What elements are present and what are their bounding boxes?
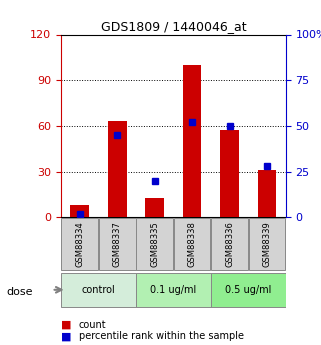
Text: percentile rank within the sample: percentile rank within the sample	[79, 332, 244, 341]
Text: dose: dose	[6, 287, 33, 296]
Text: GSM88335: GSM88335	[150, 221, 159, 267]
Bar	[61, 218, 98, 270]
Bar	[99, 218, 135, 270]
Text: control: control	[82, 285, 115, 295]
Bar	[108, 121, 126, 217]
Bar	[136, 273, 211, 307]
Text: GSM88336: GSM88336	[225, 221, 234, 267]
Text: 0.1 ug/ml: 0.1 ug/ml	[150, 285, 196, 295]
Text: GSM88338: GSM88338	[187, 221, 196, 267]
Title: GDS1809 / 1440046_at: GDS1809 / 1440046_at	[100, 20, 246, 33]
Bar	[70, 205, 89, 217]
Text: GSM88339: GSM88339	[263, 221, 272, 267]
Text: GSM88334: GSM88334	[75, 221, 84, 267]
Text: ■: ■	[61, 320, 72, 330]
Bar	[174, 218, 211, 270]
Text: 0.5 ug/ml: 0.5 ug/ml	[225, 285, 272, 295]
Bar	[257, 170, 276, 217]
Bar	[211, 218, 248, 270]
Bar	[220, 130, 239, 217]
Text: count: count	[79, 320, 106, 330]
Bar	[145, 198, 164, 217]
Bar	[248, 218, 285, 270]
Bar	[211, 273, 286, 307]
Bar	[61, 273, 136, 307]
Text: GSM88337: GSM88337	[113, 221, 122, 267]
Bar	[136, 218, 173, 270]
Bar	[183, 65, 201, 217]
Text: ■: ■	[61, 332, 72, 341]
